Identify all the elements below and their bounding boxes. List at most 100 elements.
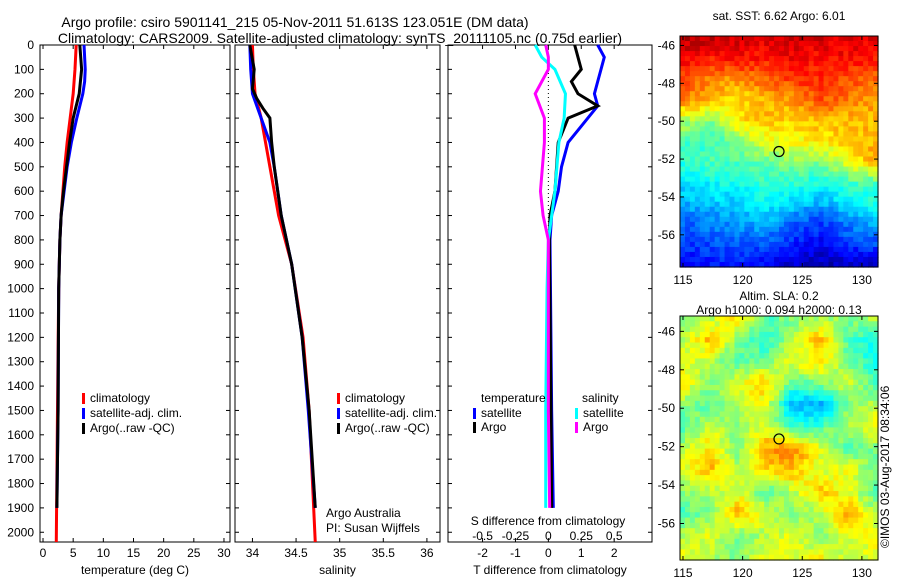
map-cell	[689, 196, 696, 203]
map-cell	[873, 522, 879, 529]
map-cell	[774, 517, 780, 524]
map-cell	[818, 331, 825, 338]
map-cell	[684, 469, 691, 476]
map-cell	[828, 528, 835, 535]
map-cell	[749, 347, 755, 354]
map-cell	[858, 86, 864, 92]
map-cell	[823, 196, 830, 203]
map-cell	[793, 464, 800, 471]
map-cell	[868, 374, 874, 381]
map-cell	[739, 443, 745, 450]
map-cell	[813, 81, 820, 87]
map-cell	[719, 506, 726, 513]
map-cell	[704, 347, 711, 354]
map-cell	[808, 411, 815, 418]
map-cell	[808, 453, 815, 460]
map-cell	[774, 181, 780, 188]
map-cell	[798, 400, 805, 407]
map-cell	[764, 111, 770, 117]
map-cell	[818, 161, 825, 168]
map-cell	[828, 181, 835, 188]
map-cell	[759, 485, 765, 492]
map-cell	[769, 61, 775, 67]
map-cell	[774, 501, 780, 508]
map-cell	[808, 512, 815, 519]
map-cell	[848, 321, 854, 328]
map-cell	[853, 121, 859, 127]
map-cell	[680, 176, 686, 183]
map-cell	[764, 390, 770, 397]
map-cell	[838, 221, 844, 228]
map-cell	[724, 506, 731, 513]
map-cell	[873, 342, 879, 349]
map-cell	[853, 126, 859, 133]
map-cell	[759, 321, 765, 328]
map-cell	[808, 395, 815, 402]
map-cell	[823, 186, 830, 193]
map-cell	[694, 416, 701, 423]
map-cell	[739, 390, 745, 397]
map-cell	[783, 363, 790, 370]
map-cell	[709, 236, 716, 243]
map-cell	[803, 501, 810, 508]
map-cell	[779, 256, 785, 263]
map-cell	[798, 517, 805, 524]
map-cell	[719, 517, 726, 524]
map-cell	[739, 216, 745, 223]
map-cell	[709, 41, 716, 47]
map-cell	[808, 363, 815, 370]
map-cell	[788, 206, 795, 213]
map-cell	[873, 116, 879, 122]
map-cell	[709, 369, 716, 375]
map-cell	[828, 136, 835, 143]
map-cell	[769, 416, 775, 423]
map-cell	[764, 166, 770, 173]
map-cell	[680, 91, 686, 97]
map-cell	[764, 186, 770, 193]
map-cell	[813, 501, 820, 508]
map-cell	[813, 358, 820, 365]
map-cell	[694, 61, 701, 67]
map-cell	[764, 554, 770, 561]
map-cell	[873, 51, 879, 57]
map-cell	[818, 166, 825, 173]
map-cell	[848, 131, 854, 138]
map-cell	[779, 176, 785, 183]
map-cell	[838, 528, 844, 535]
map-cell	[689, 121, 696, 127]
map-cell	[734, 151, 740, 158]
map-cell	[689, 131, 696, 138]
map-cell	[774, 231, 780, 238]
map-cell	[813, 522, 820, 529]
map-cell	[684, 66, 691, 72]
map-cell	[739, 469, 745, 476]
map-cell	[689, 176, 696, 183]
map-cell	[724, 221, 731, 228]
legend-swatch	[82, 423, 85, 434]
map-cell	[863, 221, 869, 228]
map-cell	[848, 221, 854, 228]
map-cell	[793, 363, 800, 370]
map-cell	[823, 226, 830, 233]
y-tick-label: -52	[658, 152, 676, 166]
map-cell	[833, 71, 839, 77]
map-cell	[798, 211, 805, 218]
map-cell	[838, 61, 844, 67]
map-cell	[783, 331, 790, 338]
map-cell	[863, 464, 869, 471]
map-cell	[694, 186, 701, 193]
map-cell	[798, 181, 805, 188]
map-cell	[779, 416, 785, 423]
map-cell	[793, 221, 800, 228]
map-cell	[858, 475, 864, 482]
map-cell	[734, 326, 740, 333]
map-cell	[828, 331, 835, 338]
map-cell	[833, 81, 839, 87]
map-cell	[714, 151, 721, 158]
map-cell	[793, 517, 800, 524]
map-cell	[699, 326, 706, 333]
map-cell	[779, 246, 785, 253]
map-cell	[754, 196, 760, 203]
map-cell	[838, 464, 844, 471]
map-cell	[848, 453, 854, 460]
